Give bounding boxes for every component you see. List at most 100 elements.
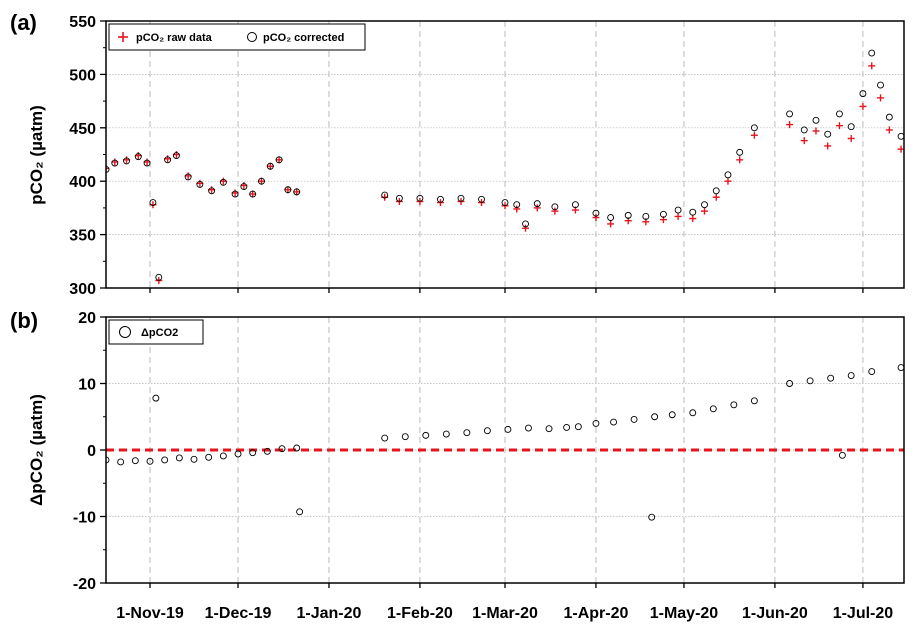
- delta-point: [730, 401, 738, 409]
- delta-point: [525, 424, 532, 432]
- delta-point: [401, 433, 409, 441]
- delta-point: [630, 415, 638, 423]
- raw-point: [293, 188, 301, 196]
- x-tick-label: 1-May-20: [650, 605, 719, 622]
- raw-point: [868, 62, 876, 70]
- delta-point: [293, 444, 301, 452]
- corrected-point: [240, 183, 248, 190]
- raw-point: [513, 205, 521, 213]
- corrected-point: [812, 116, 820, 124]
- legend-corrected-label: pCO₂ corrected: [263, 32, 344, 44]
- corrected-point: [513, 201, 521, 209]
- corrected-point: [824, 130, 832, 138]
- delta-outlier-point: [648, 513, 656, 521]
- delta-outlier-point: [655, 309, 661, 315]
- raw-point: [724, 177, 732, 185]
- raw-point: [249, 190, 257, 198]
- y-tick-label-a: 450: [69, 121, 96, 138]
- y-tick-label-a: 400: [69, 174, 96, 191]
- raw-point: [786, 121, 794, 129]
- x-tick-label: 1-Jan-20: [297, 605, 362, 622]
- delta-point: [868, 368, 876, 375]
- corrected-point: [592, 209, 600, 217]
- raw-point: [824, 142, 832, 150]
- raw-point: [812, 127, 820, 135]
- raw-point: [551, 207, 559, 215]
- x-tick-label: 1-Jul-20: [833, 605, 894, 622]
- corrected-point: [642, 212, 650, 220]
- corrected-point: [836, 110, 843, 118]
- x-tick-label: 1-Nov-19: [116, 605, 184, 622]
- y-tick-label-b: 10: [78, 377, 96, 394]
- delta-point: [146, 457, 154, 465]
- delta-point: [483, 427, 491, 435]
- raw-point: [847, 134, 855, 142]
- corrected-point: [607, 214, 615, 221]
- raw-point: [859, 102, 867, 110]
- corrected-point: [164, 156, 172, 164]
- corrected-point: [624, 211, 632, 219]
- delta-point: [175, 454, 183, 462]
- corrected-point: [111, 159, 119, 167]
- legend-delta-label: ΔpCO2: [141, 327, 178, 339]
- raw-point: [522, 224, 530, 232]
- corrected-point: [231, 190, 239, 198]
- y-tick-label-a: 300: [69, 281, 96, 298]
- delta-point: [152, 394, 160, 402]
- corrected-point: [478, 195, 485, 203]
- delta-point: [897, 364, 904, 371]
- delta-point: [847, 372, 855, 379]
- y-axis-label-a: pCO₂ (µatm): [27, 105, 46, 205]
- raw-point: [106, 164, 110, 172]
- raw-point: [736, 156, 744, 164]
- delta-point: [205, 453, 213, 461]
- corrected-point: [859, 90, 867, 98]
- y-tick-label-b: 20: [78, 310, 96, 327]
- corrected-point: [501, 199, 509, 207]
- corrected-point: [724, 171, 732, 179]
- delta-point: [278, 445, 286, 453]
- legend-box-a: [108, 23, 366, 51]
- corrected-point: [847, 123, 855, 131]
- x-tick-label: 1-Dec-19: [205, 605, 272, 622]
- legend-a: pCO₂ raw data pCO₂ corrected: [108, 23, 366, 51]
- x-tick-label: 1-Jun-20: [742, 605, 808, 622]
- raw-point: [712, 193, 720, 201]
- corrected-point: [219, 178, 227, 186]
- y-tick-label-a: 350: [69, 228, 96, 245]
- delta-point: [263, 447, 271, 455]
- legend-box-b: [108, 319, 204, 345]
- marks-a: [106, 49, 904, 285]
- delta-point: [610, 418, 618, 426]
- delta-point: [381, 434, 389, 442]
- delta-point: [709, 405, 717, 413]
- corrected-point: [786, 110, 794, 118]
- raw-point: [266, 162, 274, 170]
- corrected-point: [736, 148, 744, 156]
- y-tick-label-b: -20: [73, 576, 96, 593]
- ticks-a: 300 350 400 450 500 550: [69, 14, 864, 298]
- y-tick-label-b: -10: [73, 510, 96, 527]
- corrected-point: [457, 194, 465, 202]
- corrected-point: [522, 220, 529, 228]
- corrected-point: [800, 126, 808, 134]
- corrected-point: [184, 173, 192, 181]
- x-tick-label: 1-Mar-20: [472, 605, 538, 622]
- marks-b: [106, 309, 904, 521]
- corrected-point: [258, 177, 265, 185]
- delta-point: [545, 425, 553, 433]
- corrected-point: [266, 162, 274, 170]
- legend-b: ΔpCO2: [108, 319, 204, 345]
- corrected-point: [123, 157, 130, 165]
- y-tick-label-a: 500: [69, 67, 96, 84]
- delta-point: [651, 413, 659, 421]
- delta-point: [131, 457, 139, 465]
- delta-point: [592, 419, 600, 427]
- corrected-point: [249, 190, 257, 198]
- raw-point: [607, 220, 615, 228]
- legend-corrected-marker: [247, 32, 257, 42]
- raw-point: [701, 207, 708, 215]
- legend-raw-marker: [118, 32, 128, 42]
- delta-point: [442, 430, 450, 438]
